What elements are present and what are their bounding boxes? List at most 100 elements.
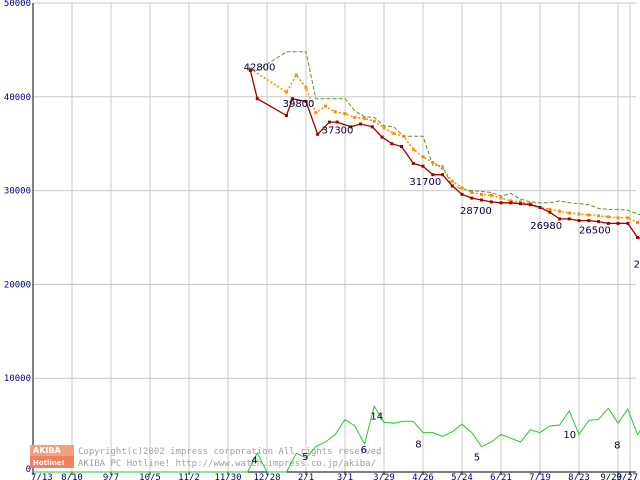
series-point-min (248, 69, 252, 72)
axes-layer (32, 3, 636, 473)
series-point-avg (441, 166, 444, 170)
series-point-avg (577, 212, 581, 216)
series-point-min (636, 236, 639, 239)
series-point-min (626, 221, 630, 225)
y-tick-label: 10000 (4, 374, 31, 384)
series-point-avg (606, 215, 610, 219)
y-tick-label: 50000 (4, 0, 31, 9)
series-point-min (577, 219, 581, 223)
series-point-avg (450, 179, 454, 183)
series-point-min (335, 120, 339, 124)
series-point-avg (470, 191, 474, 194)
series-point-avg (411, 147, 415, 151)
logo-top-text: AKIBA (33, 446, 61, 455)
series-point-avg (382, 126, 386, 130)
series-point-avg (294, 73, 298, 77)
series-point-avg (353, 115, 357, 119)
series-point-avg (248, 67, 252, 71)
series-point-min (400, 145, 403, 148)
data-label: 10 (563, 430, 576, 441)
data-label: 37300 (322, 125, 354, 136)
series-point-min (327, 120, 331, 124)
x-tick-label: 8/10 (61, 473, 83, 480)
series-point-min (450, 184, 454, 188)
x-tick-label: 6/21 (490, 473, 512, 480)
series-point-avg (587, 213, 591, 217)
grid-layer (32, 2, 636, 475)
data-label: 4 (251, 456, 257, 467)
y-tick-label: 0 (26, 465, 31, 475)
x-tick-label: 8/23 (568, 473, 590, 480)
series-point-avg (431, 161, 435, 164)
series-point-min (558, 217, 561, 221)
series-point-avg (285, 90, 288, 94)
y-tick-label: 30000 (4, 187, 31, 197)
series-point-min (509, 201, 513, 205)
data-label: 39800 (283, 99, 315, 110)
series-point-avg (372, 119, 376, 123)
logo-bottom-text: Hotline! (33, 459, 65, 467)
data-label: 26980 (530, 221, 562, 232)
data-label: 22980 (634, 260, 640, 271)
x-tick-label: 3/1 (337, 473, 353, 480)
series-point-avg (636, 221, 639, 224)
series-point-min (255, 97, 259, 101)
series-point-avg (324, 104, 327, 108)
x-tick-label: 9/20 (600, 473, 622, 480)
series-point-avg (519, 200, 522, 204)
series-point-avg (363, 116, 366, 120)
series-point-min (519, 202, 522, 206)
series-point-min (370, 125, 374, 129)
series-point-avg (333, 110, 337, 114)
series-point-min (587, 219, 591, 223)
x-tick-label: 4/26 (412, 473, 434, 480)
series-point-avg (616, 216, 620, 220)
series-point-min (290, 97, 294, 101)
series-point-avg (402, 134, 405, 138)
series-point-min (489, 200, 493, 204)
series-line-avg (249, 68, 640, 224)
series-point-min (480, 198, 483, 202)
series-point-min (316, 132, 320, 136)
series-point-avg (567, 211, 571, 215)
x-tick-label: 3/29 (373, 473, 395, 480)
x-tick-label: 7/13 (31, 473, 53, 480)
series-point-min (349, 125, 353, 129)
series-point-min (597, 220, 600, 224)
series-layer (33, 51, 640, 473)
x-tick-label: 9/27 (616, 473, 638, 480)
data-label: 5 (302, 452, 308, 463)
series-point-min (470, 196, 474, 200)
series-point-avg (558, 209, 561, 213)
series-line-max (250, 51, 640, 215)
x-tick-labels: 7/13 8/10 9/7 10/5 11/2 11/30 12/28 2/1 3/1 3/29 4… (31, 473, 638, 480)
copyright-line-1: Copyright(c)2002 impress corporation All… (78, 447, 387, 457)
series-line-shops (33, 405, 640, 473)
x-tick-label: 5/24 (451, 473, 473, 480)
akiba-logo-lower (30, 456, 74, 468)
series-point-min (538, 206, 542, 209)
series-point-min (528, 203, 532, 207)
series-point-avg (421, 155, 425, 159)
watermark: AKIBA Hotline! Copyright(c)2002 impress … (30, 445, 387, 469)
series-point-min (548, 210, 552, 214)
x-tick-label: 7/19 (529, 473, 551, 480)
x-tick-label: 12/28 (253, 473, 280, 480)
series-point-avg (460, 186, 464, 190)
data-label-layer: 42800 39800 37300 31700 28700 26980 26500 22980… (244, 63, 640, 467)
data-label: 14 (370, 412, 383, 423)
series-point-min (616, 221, 620, 225)
y-tick-label: 40000 (4, 93, 31, 103)
series-point-min (567, 217, 571, 221)
series-point-min (285, 114, 288, 118)
x-tick-label: 11/2 (178, 473, 200, 480)
y-tick-label: 20000 (4, 280, 31, 290)
series-point-min (359, 122, 363, 126)
data-label: 26500 (579, 226, 611, 237)
x-tick-label: 2/1 (298, 473, 314, 480)
series-point-min (460, 192, 464, 196)
data-label: 6 (361, 445, 367, 456)
series-point-min (390, 142, 394, 146)
